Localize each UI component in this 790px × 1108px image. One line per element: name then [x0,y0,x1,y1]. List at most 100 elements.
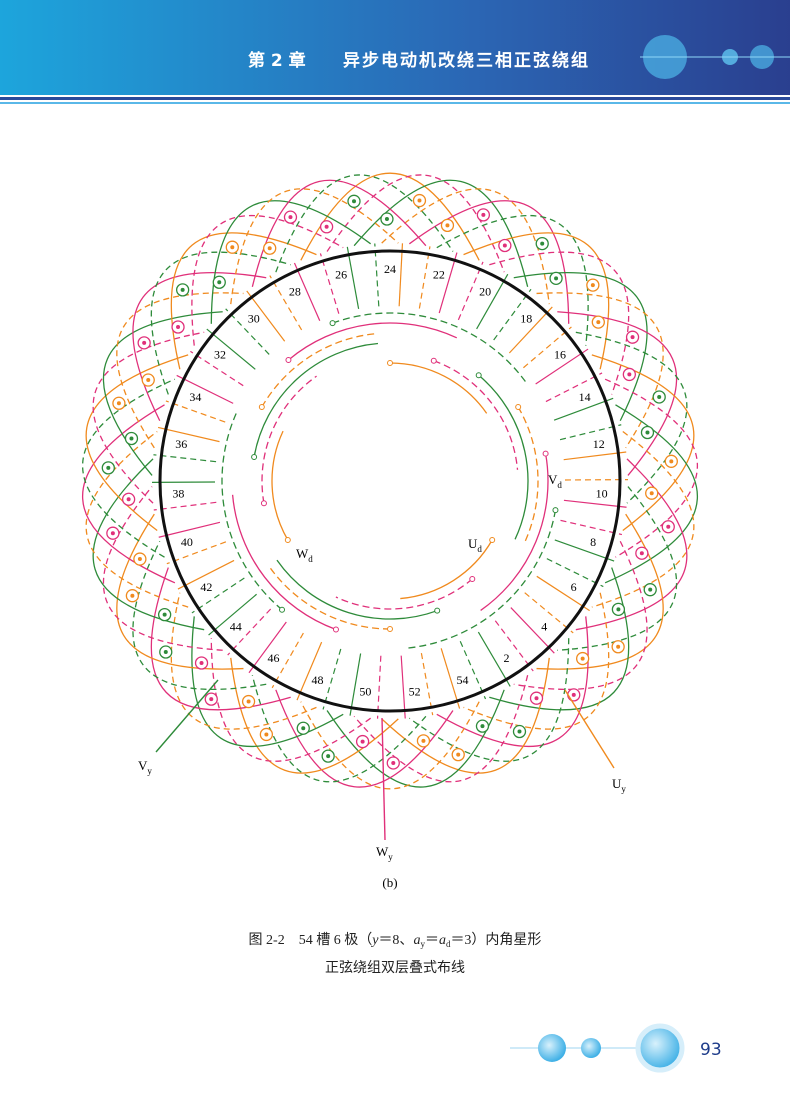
terminal-dot [580,656,585,661]
slot-conductor [545,372,603,403]
coil-end [489,251,630,395]
slot-conductor [225,308,270,355]
caption-text: 图 2-2 54 槽 6 极（ [249,932,373,948]
page-number: 93 [700,1040,722,1060]
joint [515,404,522,410]
coil-end [170,592,317,730]
coil-end [381,188,550,305]
terminal-dot [554,276,559,281]
slot-conductor [476,273,509,330]
coil-end [116,292,244,449]
slot-conductor [246,290,286,342]
slot-conductor [508,306,553,354]
terminal-dot [126,497,131,502]
slot-conductor [269,275,303,331]
slot-conductor [438,252,458,314]
slot-conductor [296,641,323,701]
lead-wire [381,717,386,841]
terminal-dot [616,644,621,649]
coil-end [251,675,427,783]
stator-ring [158,249,622,713]
slot-number: 54 [457,673,469,687]
slot-conductor [524,592,574,634]
slot-number: 24 [384,262,396,276]
coil-end [300,701,480,790]
terminal-sub: y [388,852,393,862]
connection-arc [400,539,493,600]
coil-end [85,430,189,608]
terminal-main: U [612,776,622,791]
coil-end [408,638,570,762]
slot-number: 46 [268,651,280,665]
lead-wire [155,679,219,753]
terminal-dot [666,524,671,529]
joint [285,356,292,363]
coil-end [591,354,695,532]
coil-end [275,174,454,273]
connection-arc [478,374,529,540]
slot-number: 38 [172,486,184,500]
joint [332,626,339,633]
terminal-dot [199,661,204,666]
terminal-dot [130,593,135,598]
terminal-dot [590,283,595,288]
slot-conductor [376,655,382,719]
coil-end [326,174,505,273]
connection-arc [268,565,391,630]
terminal-dot [162,612,167,617]
terminal-dot [456,752,461,757]
terminal-dot [142,340,147,345]
coil-end [604,378,698,558]
slot-conductor [440,648,461,709]
terminal-main: V [548,472,558,487]
slot-number: 8 [590,535,596,549]
slot-number: 28 [289,285,301,299]
terminal-dot [146,378,151,383]
slot-number: 34 [189,390,201,404]
connection-arc [335,578,473,610]
terminal-sub: y [147,766,152,776]
slot-conductor [208,593,257,636]
coil-end [436,214,589,346]
terminal-dot [630,335,635,340]
slot-number: 18 [520,312,532,326]
terminal-dot [534,696,539,701]
slot-conductor [563,499,627,508]
terminal-dot [645,430,650,435]
chapter-number: 第 2 章 [248,50,306,71]
joint [279,606,286,613]
connection-arc [404,510,557,650]
slot-conductor [418,246,431,309]
slot-conductor [374,243,380,307]
joint [434,607,441,614]
terminal-dot [417,198,422,203]
slot-conductor [536,575,590,612]
decor-circle [635,1023,685,1073]
connection-arc [271,430,289,541]
coil-end [557,486,678,651]
coil-end [536,292,664,449]
slot-conductor [400,655,406,719]
terminal-sub: d [557,480,562,490]
terminal-dot [360,739,365,744]
coil-end [82,378,176,558]
terminal-dot [352,199,357,204]
coil-end [132,540,267,691]
terminal-dot [110,531,115,536]
terminal-dot [301,726,306,731]
connection-arc [253,342,379,458]
terminal-dot [116,401,121,406]
header-rule [0,97,790,100]
slot-conductor [477,631,511,687]
slot-number: 20 [479,285,491,299]
slot-conductor [553,397,614,421]
slot-conductor [319,253,340,314]
slot-conductor [493,288,532,341]
joint [387,360,393,366]
slot-conductor [176,374,234,404]
slot-conductor [523,326,572,369]
terminal-dot [324,224,329,229]
coil-end [575,331,688,504]
slot-conductor [248,621,287,674]
